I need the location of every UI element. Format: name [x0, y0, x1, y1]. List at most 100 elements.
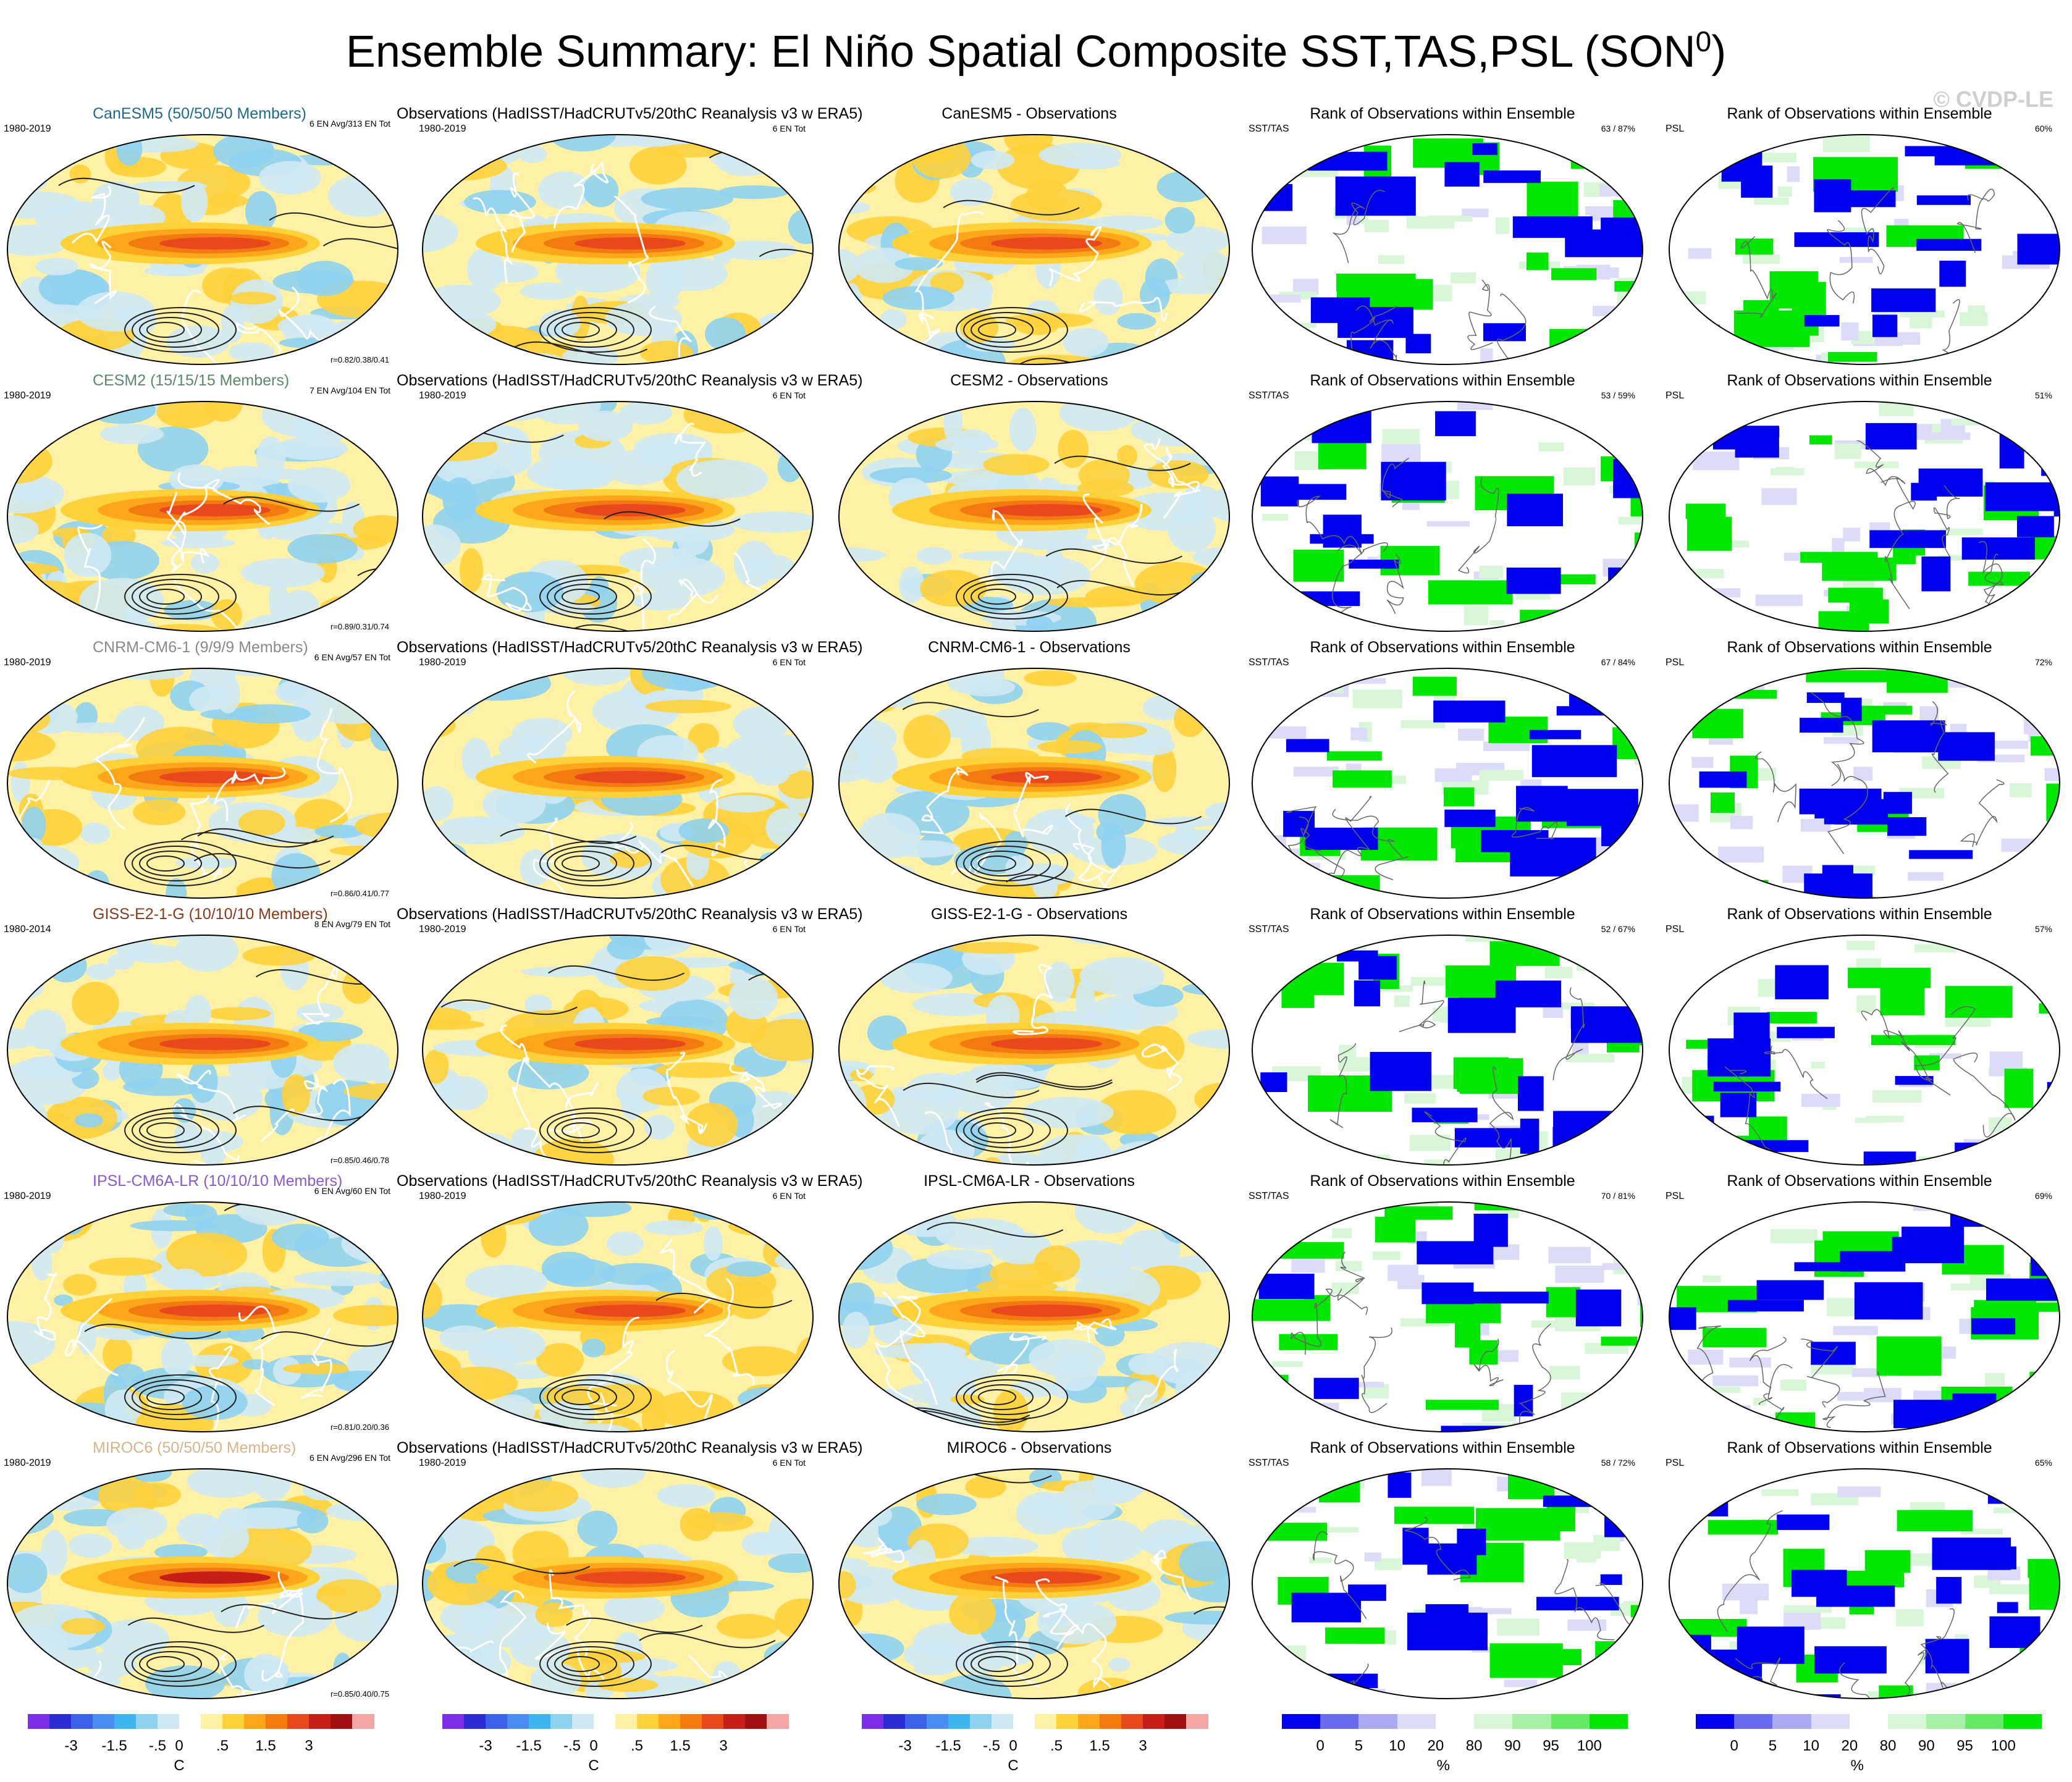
- colorbar-tick-label: -3: [479, 1738, 492, 1754]
- colorbar-swatch: [1282, 1714, 1321, 1729]
- years-label: 1980-2019: [4, 390, 51, 401]
- colorbar-swatch: [1772, 1714, 1812, 1729]
- colorbar-swatch: [1811, 1714, 1850, 1729]
- psl-rank-value: 60%: [2034, 124, 2052, 133]
- psl-label: PSL: [1666, 390, 1685, 401]
- colorbar-swatch: [1164, 1714, 1187, 1729]
- rank-title: Rank of Observations within Ensemble: [1310, 1439, 1575, 1456]
- colorbar-swatch: [745, 1714, 767, 1729]
- sst-rank-map: [1252, 1468, 1643, 1699]
- colorbar-tick-label: -.5: [563, 1738, 581, 1754]
- sst-rank-panel: Rank of Observations within Ensemble SST/…: [1245, 105, 1643, 372]
- colorbar-tick-label: 80: [1465, 1738, 1483, 1754]
- row-5: MIROC6 (50/50/50 Members) 1980-2019 6 EN A…: [0, 1439, 2072, 1706]
- colorbar-swatch: [486, 1714, 508, 1729]
- colorbar-tick-label: .5: [1050, 1738, 1063, 1754]
- colorbar-tick-label: 5: [1354, 1738, 1363, 1754]
- colorbar-swatch: [1100, 1714, 1122, 1729]
- sst-tas-label: SST/TAS: [1249, 1191, 1289, 1201]
- psl-rank-panel: Rank of Observations within Ensemble PSL 6…: [1662, 1439, 2060, 1706]
- model-title: CanESM5 (50/50/50 Members): [93, 105, 306, 122]
- psl-rank-map: [1669, 668, 2060, 899]
- temperature-colorbar: -3 -1.5 -.5 0 .5 1.5 3 C: [28, 1714, 380, 1776]
- model-panel: CESM2 (15/15/15 Members) 1980-2019 7 EN Av…: [0, 372, 398, 639]
- psl-rank-map: [1669, 1468, 2060, 1699]
- colorbar-unit: C: [588, 1757, 599, 1774]
- difference-title: GISS-E2-1-G - Observations: [930, 906, 1128, 923]
- observations-panel: Observations (HadISST/HadCRUTv5/20thC Re…: [397, 105, 862, 372]
- colorbar-tick-label: -.5: [148, 1738, 167, 1754]
- years-label: 1980-2019: [419, 1458, 466, 1468]
- colorbar-swatch: [1320, 1714, 1359, 1729]
- difference-panel: CNRM-CM6-1 - Observations: [832, 639, 1230, 906]
- temperature-colorbar: -3 -1.5 -.5 0 .5 1.5 3 C: [862, 1714, 1214, 1776]
- model-title: CNRM-CM6-1 (9/9/9 Members): [93, 639, 308, 656]
- colorbar-swatch: [1734, 1714, 1773, 1729]
- psl-rank-map: [1669, 401, 2060, 632]
- pattern-correlation: r=0.82/0.38/0.41: [330, 355, 389, 364]
- years-label: 1980-2019: [4, 657, 51, 668]
- pattern-correlation: r=0.85/0.46/0.78: [330, 1156, 389, 1165]
- colorbar-tick-label: 5: [1768, 1738, 1777, 1754]
- colorbar-tick-label: 3: [305, 1738, 313, 1754]
- observations-composite-map: [422, 401, 814, 632]
- colorbar-tick-label: 1.5: [670, 1738, 691, 1754]
- rank-title: Rank of Observations within Ensemble: [1310, 906, 1575, 923]
- years-label: 1980-2019: [4, 124, 51, 134]
- colorbar-swatch: [1078, 1714, 1100, 1729]
- colorbar-swatch: [1013, 1714, 1035, 1729]
- sst-rank-panel: Rank of Observations within Ensemble SST/…: [1245, 1172, 1643, 1439]
- observations-title: Observations (HadISST/HadCRUTv5/20thC Re…: [397, 1172, 863, 1190]
- colorbar-tick-label: 0: [1316, 1738, 1324, 1754]
- pattern-correlation: r=0.85/0.40/0.75: [330, 1689, 389, 1699]
- model-title: MIROC6 (50/50/50 Members): [93, 1439, 297, 1456]
- row-1: CESM2 (15/15/15 Members) 1980-2019 7 EN Av…: [0, 372, 2072, 639]
- model-panel: IPSL-CM6A-LR (10/10/10 Members) 1980-2019…: [0, 1172, 398, 1439]
- difference-panel: GISS-E2-1-G - Observations: [832, 906, 1230, 1172]
- colorbar-tick-label: 80: [1879, 1738, 1897, 1754]
- colorbar-tick-label: -1.5: [101, 1738, 127, 1754]
- counts-label: 6 EN Tot: [772, 924, 806, 934]
- colorbar-tick-label: 100: [1990, 1738, 2016, 1754]
- model-composite-map: [7, 134, 398, 365]
- years-label: 1980-2019: [4, 1458, 51, 1468]
- years-label: 1980-2019: [419, 390, 466, 401]
- counts-label: 6 EN Tot: [772, 1458, 806, 1468]
- observations-panel: Observations (HadISST/HadCRUTv5/20thC Re…: [397, 906, 862, 1172]
- pattern-correlation: r=0.86/0.41/0.77: [330, 889, 389, 898]
- sst-tas-label: SST/TAS: [1249, 924, 1289, 935]
- sst-rank-value: 63 / 87%: [1601, 124, 1635, 133]
- model-composite-map: [7, 401, 398, 632]
- psl-rank-map: [1669, 1201, 2060, 1432]
- psl-rank-value: 65%: [2034, 1458, 2052, 1468]
- colorbar-swatch: [158, 1714, 180, 1729]
- sst-rank-map: [1252, 668, 1643, 899]
- years-label: 1980-2019: [419, 657, 466, 668]
- colorbar-unit: %: [1850, 1757, 1864, 1774]
- colorbar-tick-label: -.5: [982, 1738, 1001, 1754]
- colorbar-swatch: [179, 1714, 201, 1729]
- model-composite-map: [7, 1468, 398, 1699]
- colorbar-swatch: [442, 1714, 465, 1729]
- difference-panel: CanESM5 - Observations: [832, 105, 1230, 372]
- row-4: IPSL-CM6A-LR (10/10/10 Members) 1980-2019…: [0, 1172, 2072, 1439]
- colorbar-swatch: [1121, 1714, 1143, 1729]
- difference-title: MIROC6 - Observations: [946, 1439, 1112, 1456]
- colorbar-swatch: [1512, 1714, 1552, 1729]
- colorbar-swatch: [352, 1714, 374, 1729]
- colorbar-swatch: [2003, 1714, 2042, 1729]
- observations-panel: Observations (HadISST/HadCRUTv5/20thC Re…: [397, 1439, 862, 1706]
- sst-rank-panel: Rank of Observations within Ensemble SST/…: [1245, 639, 1643, 906]
- colorbar-swatch: [49, 1714, 72, 1729]
- psl-label: PSL: [1666, 924, 1685, 935]
- rank-colorbar: 0 5 10 20 80 90 95 100%: [1282, 1714, 1634, 1776]
- observations-title: Observations (HadISST/HadCRUTv5/20thC Re…: [397, 1439, 863, 1456]
- colorbar-tick-label: -1.5: [516, 1738, 542, 1754]
- colorbar-swatch: [529, 1714, 551, 1729]
- colorbar-swatch: [93, 1714, 115, 1729]
- colorbar-tick-label: 95: [1956, 1738, 1973, 1754]
- sst-rank-value: 52 / 67%: [1601, 924, 1635, 934]
- pattern-correlation: r=0.89/0.31/0.74: [330, 622, 389, 631]
- colorbar-tick-label: 1.5: [255, 1738, 276, 1754]
- row-2: CNRM-CM6-1 (9/9/9 Members) 1980-2019 6 EN …: [0, 639, 2072, 906]
